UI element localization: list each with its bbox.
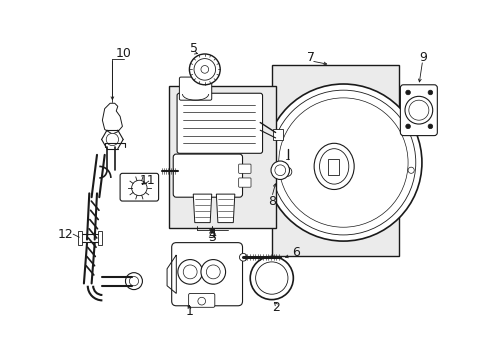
- Circle shape: [183, 265, 197, 279]
- Text: 12: 12: [57, 228, 73, 240]
- Text: 2: 2: [272, 301, 280, 314]
- Circle shape: [189, 54, 220, 85]
- FancyBboxPatch shape: [171, 243, 242, 306]
- Circle shape: [129, 276, 138, 286]
- Polygon shape: [193, 194, 211, 222]
- Circle shape: [178, 260, 202, 284]
- Bar: [79, 234, 101, 242]
- Polygon shape: [102, 103, 122, 134]
- Circle shape: [408, 100, 428, 120]
- Circle shape: [278, 98, 407, 227]
- Circle shape: [206, 265, 220, 279]
- Bar: [271, 65, 398, 256]
- Circle shape: [405, 90, 409, 95]
- Ellipse shape: [319, 149, 348, 184]
- Circle shape: [274, 165, 285, 176]
- FancyBboxPatch shape: [179, 77, 211, 100]
- Circle shape: [427, 124, 432, 129]
- Circle shape: [404, 96, 432, 124]
- Bar: [98, 231, 102, 245]
- Circle shape: [407, 167, 413, 173]
- Bar: [168, 86, 276, 228]
- FancyBboxPatch shape: [188, 293, 214, 307]
- Text: 3: 3: [208, 231, 216, 244]
- Circle shape: [239, 253, 246, 261]
- Circle shape: [131, 180, 147, 195]
- Circle shape: [125, 273, 142, 289]
- FancyBboxPatch shape: [177, 93, 262, 153]
- Circle shape: [201, 66, 208, 73]
- FancyBboxPatch shape: [238, 178, 250, 187]
- Polygon shape: [216, 194, 234, 222]
- Circle shape: [198, 297, 205, 305]
- FancyBboxPatch shape: [238, 164, 250, 173]
- Text: 1: 1: [185, 305, 193, 318]
- FancyBboxPatch shape: [120, 173, 158, 201]
- Text: 4: 4: [208, 228, 216, 240]
- FancyBboxPatch shape: [173, 154, 242, 197]
- Circle shape: [194, 59, 215, 80]
- Text: 7: 7: [306, 50, 314, 64]
- Text: 6: 6: [291, 246, 299, 259]
- Circle shape: [405, 124, 409, 129]
- Text: 10: 10: [116, 48, 132, 60]
- Bar: [273, 130, 282, 140]
- FancyBboxPatch shape: [400, 85, 436, 136]
- Circle shape: [250, 256, 293, 300]
- Circle shape: [106, 133, 118, 145]
- Circle shape: [427, 90, 432, 95]
- Text: 9: 9: [418, 50, 426, 64]
- Text: 5: 5: [190, 42, 198, 55]
- Circle shape: [270, 161, 289, 180]
- Circle shape: [264, 84, 421, 241]
- Circle shape: [201, 260, 225, 284]
- Circle shape: [270, 90, 415, 235]
- Text: 3: 3: [206, 228, 214, 240]
- Circle shape: [282, 167, 291, 176]
- Ellipse shape: [313, 143, 353, 189]
- Bar: [327, 159, 338, 175]
- Text: 11: 11: [139, 174, 155, 187]
- Text: 8: 8: [267, 194, 275, 208]
- Bar: [78, 231, 82, 245]
- Circle shape: [255, 262, 287, 294]
